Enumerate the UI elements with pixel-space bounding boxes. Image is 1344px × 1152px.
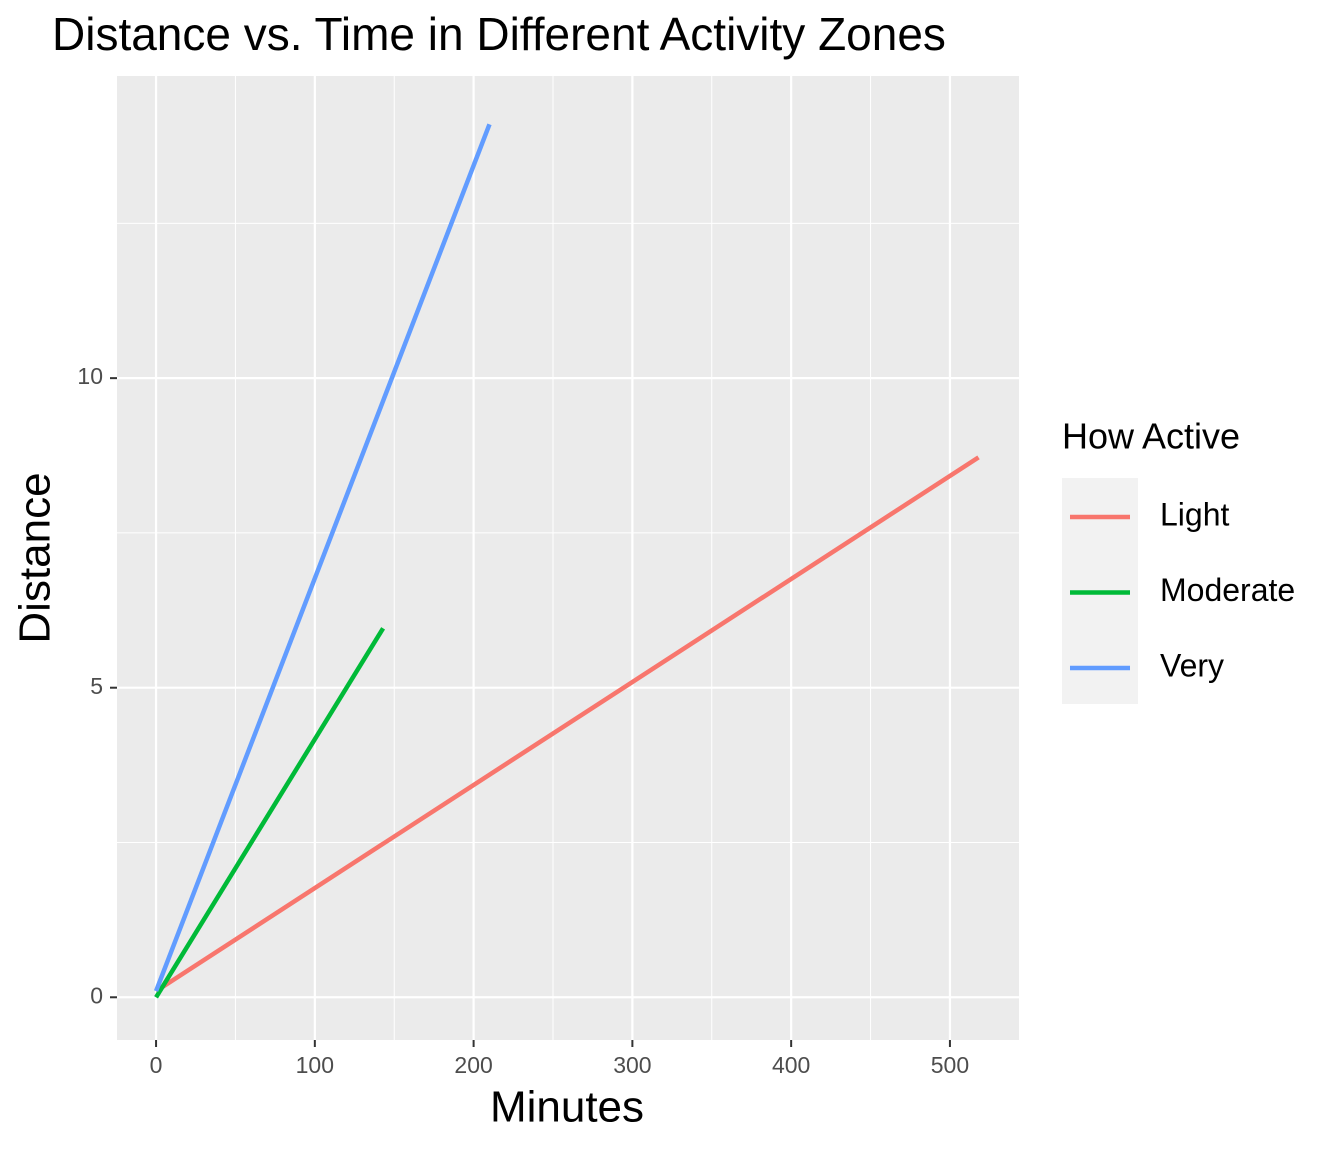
legend-label: Very xyxy=(1160,647,1224,683)
legend-title: How Active xyxy=(1062,416,1240,457)
grid xyxy=(117,76,1019,1040)
x-axis-title: Minutes xyxy=(490,1083,644,1132)
x-tick-label: 200 xyxy=(454,1052,492,1078)
series-line xyxy=(154,455,980,993)
x-tick-label: 400 xyxy=(772,1052,810,1078)
y-tick-label: 0 xyxy=(90,982,103,1008)
y-tick-label: 5 xyxy=(90,673,103,699)
series-line xyxy=(153,123,492,992)
x-tick-label: 0 xyxy=(150,1052,163,1078)
x-tick-label: 500 xyxy=(931,1052,969,1078)
lines xyxy=(153,123,980,999)
panel xyxy=(117,76,1019,1040)
series-line xyxy=(154,627,386,999)
legend-label: Light xyxy=(1160,496,1230,532)
legend-label: Moderate xyxy=(1160,572,1295,608)
chart-title: Distance vs. Time in Different Activity … xyxy=(52,8,946,60)
y-axis-title: Distance xyxy=(11,472,60,643)
x-tick-label: 100 xyxy=(296,1052,334,1078)
x-tick-label: 300 xyxy=(613,1052,651,1078)
y-tick-label: 10 xyxy=(77,363,103,389)
